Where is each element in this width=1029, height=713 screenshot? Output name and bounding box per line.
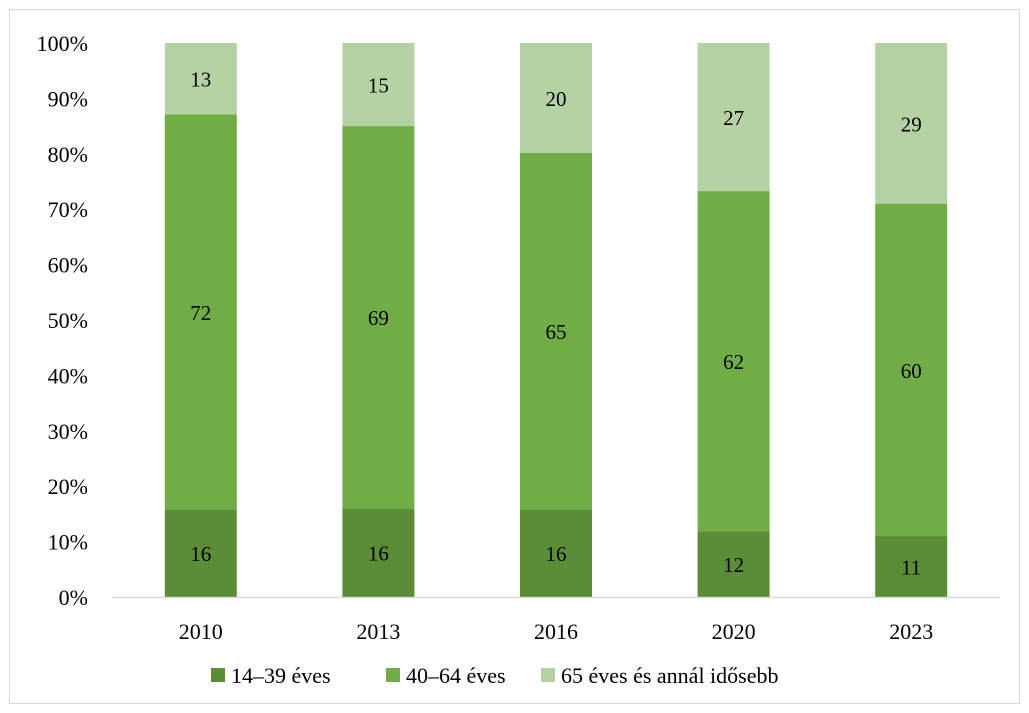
- y-tick-label: 40%: [48, 363, 88, 388]
- data-label: 11: [901, 556, 921, 580]
- y-tick-label: 70%: [48, 197, 88, 222]
- bar-segment: [164, 43, 237, 115]
- x-tick-label: 2013: [356, 619, 400, 644]
- bars: 16 72 13 16 69 15 16 65 20 12 62 27 11 60 29: [164, 43, 948, 597]
- data-label: 27: [723, 106, 744, 130]
- bar-segment: [697, 531, 770, 597]
- y-tick-label: 50%: [48, 308, 88, 333]
- legend-swatch: [211, 668, 225, 682]
- bar-segment: [342, 508, 415, 597]
- bar-segment: [342, 43, 415, 127]
- data-label: 15: [368, 74, 389, 98]
- legend-label: 40–64 éves: [406, 663, 506, 688]
- x-axis: 2010 2013 2016 2020 2023: [112, 596, 1000, 644]
- x-tick-label: 2010: [179, 619, 223, 644]
- data-label: 13: [190, 68, 211, 92]
- legend-label: 14–39 éves: [231, 663, 331, 688]
- x-tick-label: 2020: [712, 619, 756, 644]
- bar-segment: [520, 43, 592, 153]
- data-label: 65: [546, 320, 567, 344]
- data-label: 16: [368, 542, 389, 566]
- bar-segment: [164, 114, 237, 510]
- y-tick-label: 100%: [37, 31, 88, 56]
- data-label: 62: [723, 350, 744, 374]
- bar-segment: [697, 43, 770, 192]
- legend-label: 65 éves és annál idősebb: [561, 663, 779, 688]
- data-label: 29: [901, 112, 922, 136]
- bar-segment: [697, 191, 770, 532]
- legend: 14–39 éves 40–64 éves 65 éves és annál idő…: [211, 663, 779, 688]
- y-tick-label: 0%: [59, 585, 88, 610]
- bar-segment: [875, 203, 948, 537]
- data-label: 20: [546, 87, 567, 111]
- data-label: 16: [190, 542, 211, 566]
- y-tick-label: 20%: [48, 474, 88, 499]
- bar-segment: [164, 509, 237, 597]
- bar-segment: [342, 126, 415, 509]
- data-label: 72: [190, 301, 211, 325]
- y-tick-label: 60%: [48, 253, 88, 278]
- y-tick-label: 80%: [48, 142, 88, 167]
- bar-segment: [875, 536, 948, 597]
- legend-swatch: [386, 668, 400, 682]
- x-tick-label: 2023: [889, 619, 933, 644]
- bar-segment: [520, 509, 592, 597]
- data-label: 60: [901, 359, 922, 383]
- data-label: 69: [368, 306, 389, 330]
- data-label: 12: [723, 553, 744, 577]
- y-tick-label: 10%: [48, 530, 88, 555]
- bar-segment: [875, 43, 948, 204]
- data-label: 16: [546, 542, 567, 566]
- bar-segment: [520, 152, 592, 510]
- y-axis: 0% 10% 20% 30% 40% 50% 60% 70% 80% 90% 100%: [37, 31, 88, 610]
- y-tick-label: 30%: [48, 419, 88, 444]
- y-tick-label: 90%: [48, 86, 88, 111]
- x-tick-label: 2016: [534, 619, 578, 644]
- legend-swatch: [541, 668, 555, 682]
